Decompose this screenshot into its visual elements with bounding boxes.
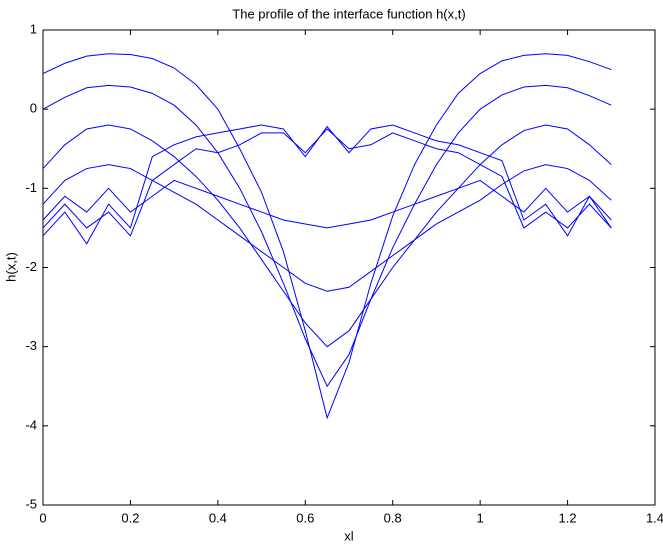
- x-tick-label: 0.8: [384, 510, 402, 525]
- profile-line: [42, 179, 612, 229]
- profile-line: [42, 124, 612, 245]
- x-tick-label: 0.6: [296, 510, 314, 525]
- plot-frame: [42, 29, 656, 506]
- y-tick-label: -1: [25, 180, 37, 195]
- profile-line: [42, 84, 612, 388]
- y-tick-label: -5: [25, 496, 37, 511]
- y-tick-label: -4: [25, 417, 37, 432]
- x-tick-label: 0.4: [209, 510, 227, 525]
- profile-line: [42, 164, 612, 292]
- y-axis-label: h(x,t): [3, 252, 18, 282]
- x-tick-label: 1.4: [646, 510, 663, 525]
- profile-line: [42, 128, 612, 237]
- y-tick-label: 0: [30, 101, 37, 116]
- profile-line: [42, 124, 612, 348]
- y-tick-label: 1: [30, 21, 37, 36]
- x-tick-label: 1: [477, 510, 484, 525]
- profile-line: [42, 53, 612, 420]
- chart-title: The profile of the interface function h(…: [232, 6, 465, 21]
- y-tick-label: -2: [25, 259, 37, 274]
- x-tick-label: 0.2: [121, 510, 139, 525]
- x-axis-label: xl: [344, 528, 354, 543]
- y-tick-label: -3: [25, 338, 37, 353]
- x-tick-label: 0: [39, 510, 46, 525]
- x-tick-label: 1.2: [559, 510, 577, 525]
